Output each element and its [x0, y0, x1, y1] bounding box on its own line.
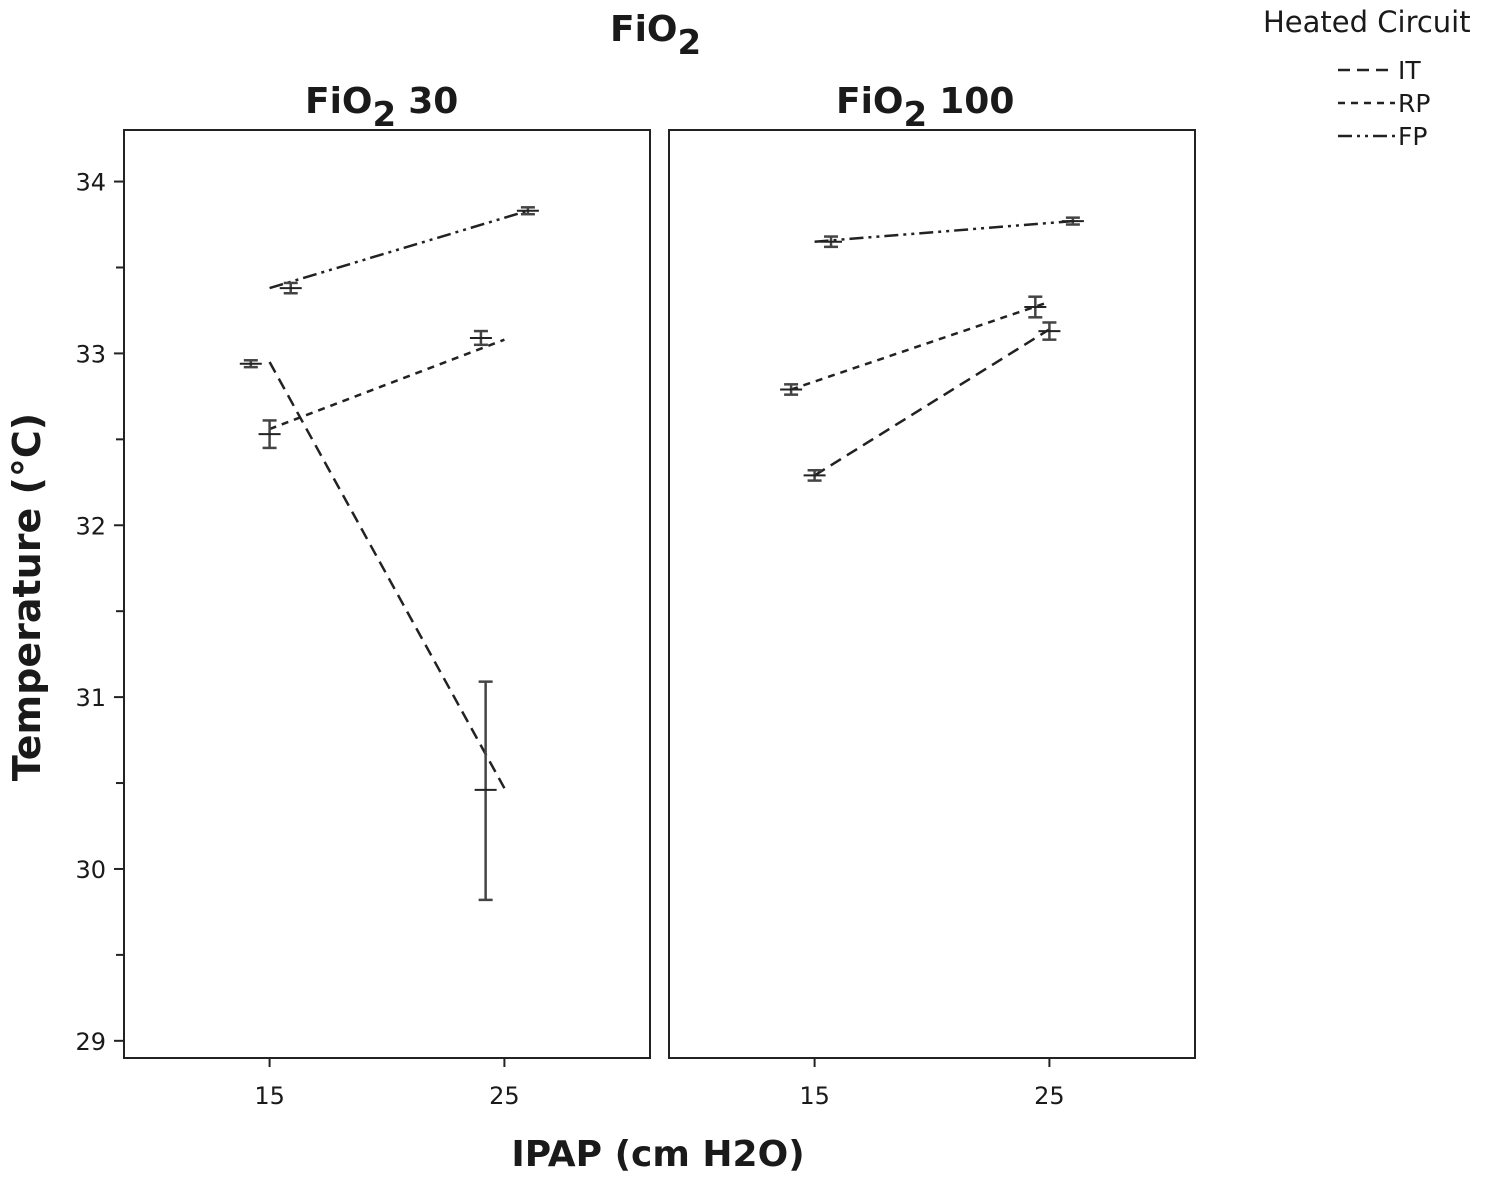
error-bar-rp	[780, 383, 803, 396]
error-bar-it	[803, 469, 826, 482]
y-tick-label: 29	[75, 1028, 106, 1056]
error-bar-rp	[469, 329, 492, 347]
panel-title-value: 100	[939, 81, 1014, 122]
x-tick-label: 25	[1034, 1082, 1065, 1110]
panel-frame-fio2-100	[668, 129, 1196, 1059]
x-tick-label: 25	[489, 1082, 520, 1110]
chart-title-main: FiO	[610, 9, 678, 50]
panel-title-subscript: 2	[373, 95, 397, 135]
error-bar-fp	[1061, 216, 1084, 226]
x-axis-label: IPAP (cm H2O)	[511, 1134, 804, 1175]
series-line-it	[268, 361, 506, 789]
legend: Heated Circuit IT RP FP	[1263, 5, 1471, 151]
error-bar-rp	[258, 419, 281, 450]
x-tick-label: 15	[254, 1082, 285, 1110]
panel-title-main: FiO	[836, 81, 904, 122]
error-bar-it	[239, 359, 262, 369]
x-tick-label: 15	[799, 1082, 830, 1110]
panel-title-main: FiO	[305, 81, 373, 122]
chart-title: FiO2	[610, 9, 701, 63]
error-bar-fp	[516, 206, 539, 216]
series-line-rp	[269, 338, 505, 431]
panel-title-fio2-100: FiO2 100	[836, 81, 1014, 135]
series-line-it	[813, 328, 1051, 477]
y-tick-label: 33	[75, 340, 106, 368]
error-bar-it	[1038, 321, 1061, 341]
panel-data-fio2-30	[239, 206, 539, 902]
chart-title-subscript: 2	[678, 23, 702, 63]
y-axis-label: Temperature (°C)	[5, 413, 49, 781]
error-bar-rp	[1024, 295, 1047, 319]
legend-entries: IT RP FP	[1338, 56, 1430, 151]
y-axis: 29 30 31 32 33 34	[75, 169, 124, 1056]
panel-title-fio2-30: FiO2 30	[305, 81, 458, 135]
error-bar-fp	[279, 281, 302, 295]
legend-label-fp: FP	[1398, 122, 1427, 151]
panel-title-subscript: 2	[904, 95, 928, 135]
legend-label-it: IT	[1398, 56, 1421, 85]
series-line-rp	[790, 300, 1050, 391]
y-tick-label: 34	[75, 169, 106, 197]
panel-data-fio2-100	[780, 216, 1084, 482]
series-line-fp	[269, 209, 529, 290]
y-tick-label: 32	[75, 512, 106, 540]
series-line-fp	[814, 219, 1073, 243]
legend-label-rp: RP	[1398, 89, 1430, 118]
x-axis-fio2-100: 15 25	[799, 1058, 1065, 1110]
y-tick-label: 30	[75, 856, 106, 884]
y-tick-label: 31	[75, 684, 106, 712]
error-bar-fp	[820, 235, 843, 249]
error-bar-it	[474, 680, 497, 902]
panel-frame-fio2-30	[123, 129, 651, 1059]
panel-title-value: 30	[408, 81, 458, 122]
legend-title: Heated Circuit	[1263, 5, 1471, 39]
x-axis-fio2-30: 15 25	[254, 1058, 520, 1110]
